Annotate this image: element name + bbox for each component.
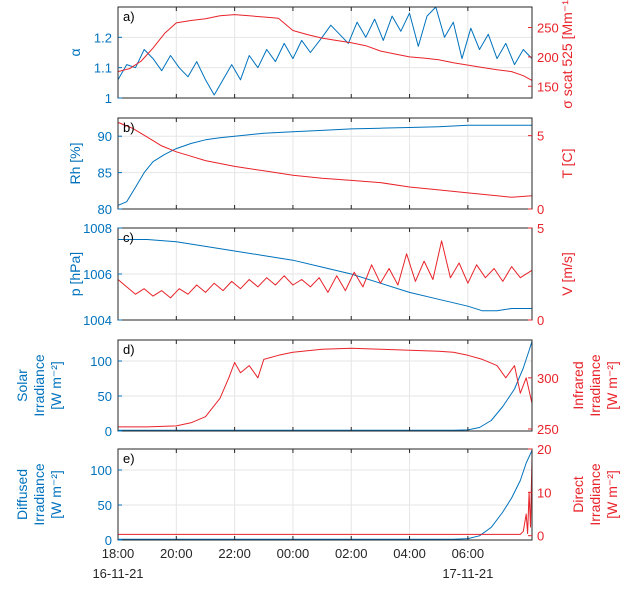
left-tick-label: 1 (105, 91, 112, 106)
panel-3 (117, 227, 533, 321)
right-axis-label: [W m⁻²] (604, 470, 620, 519)
x-tick-label: 06:00 (452, 546, 485, 561)
panel-5 (117, 448, 533, 541)
right-tick-label: 300 (537, 371, 559, 386)
plot-frame (117, 339, 533, 432)
panel-label: a) (123, 9, 135, 24)
left-axis-label: Irradiance (31, 463, 47, 525)
left-tick-label: 0 (105, 424, 112, 439)
right-axis-label: V [m/s] (559, 252, 575, 296)
left-tick-label: 1006 (83, 267, 112, 282)
panel-label: d) (123, 342, 135, 357)
left-axis-label: Solar (14, 369, 30, 402)
left-tick-label: 80 (98, 202, 112, 217)
right-tick-label: 150 (537, 79, 559, 94)
series-line-right (118, 347, 533, 428)
right-tick-label: 250 (537, 422, 559, 437)
right-axis-label: [W m⁻²] (604, 361, 620, 410)
right-tick-label: 20 (537, 442, 551, 457)
left-axis-label: p [hPa] (67, 252, 83, 296)
right-tick-label: 200 (537, 50, 559, 65)
left-axis-label: [W m⁻²] (48, 361, 64, 410)
left-tick-label: 100 (90, 354, 112, 369)
series-line-left (117, 124, 532, 206)
series-line-left (117, 6, 533, 96)
panel-2 (117, 117, 533, 210)
left-tick-label: 0 (105, 533, 112, 548)
x-tick-label: 22:00 (218, 546, 251, 561)
left-tick-label: 50 (98, 389, 112, 404)
right-axis-label: T [C] (559, 148, 575, 178)
right-tick-label: 0 (537, 313, 544, 328)
right-axis-label: Infrared (570, 361, 586, 409)
left-axis-label: Rh [%] (67, 142, 83, 184)
right-axis-label: Irradiance (587, 463, 603, 525)
series-line-left (118, 341, 533, 431)
left-axis-label: Diffused (14, 469, 30, 520)
plot-frame (117, 117, 533, 210)
series-line-right (118, 457, 533, 535)
left-axis-label: Irradiance (31, 354, 47, 416)
x-tick-label: 00:00 (277, 546, 310, 561)
x-tick-label: 18:00 (102, 546, 135, 561)
left-axis-label: [W m⁻²] (48, 470, 64, 519)
right-tick-label: 5 (537, 129, 544, 144)
x-date-label: 16-11-21 (92, 566, 143, 581)
panel-label: e) (123, 451, 135, 466)
plot-frame (117, 6, 533, 99)
series-line-right (117, 14, 533, 81)
right-tick-label: 5 (537, 221, 544, 236)
left-tick-label: 50 (98, 498, 112, 513)
right-tick-label: 0 (537, 202, 544, 217)
plot-frame (117, 448, 533, 541)
series-line-left (118, 450, 533, 540)
left-tick-label: 85 (98, 166, 112, 181)
right-tick-label: 0 (537, 529, 544, 544)
panel-4 (117, 339, 533, 432)
left-tick-label: 1.2 (94, 30, 112, 45)
left-tick-label: 1.1 (94, 61, 112, 76)
left-tick-label: 1004 (83, 313, 112, 328)
left-axis-label: α (67, 48, 83, 56)
panel-label: b) (123, 120, 135, 135)
right-axis-label: σ scat 525 [Mm⁻¹] (559, 0, 575, 109)
x-tick-label: 20:00 (160, 546, 193, 561)
left-tick-label: 100 (90, 463, 112, 478)
panel-label: c) (123, 230, 134, 245)
series-line-right (117, 240, 533, 299)
right-tick-label: 250 (537, 21, 559, 36)
right-tick-label: 10 (537, 485, 551, 500)
x-date-label: 17-11-21 (442, 566, 493, 581)
panel-1 (117, 6, 533, 99)
series-line-left (118, 239, 532, 312)
x-tick-label: 04:00 (393, 546, 426, 561)
right-axis-label: Direct (570, 476, 586, 513)
series-line-right (117, 121, 533, 198)
left-tick-label: 1008 (83, 221, 112, 236)
left-tick-label: 90 (98, 129, 112, 144)
right-axis-label: Irradiance (587, 354, 603, 416)
x-tick-label: 02:00 (335, 546, 368, 561)
